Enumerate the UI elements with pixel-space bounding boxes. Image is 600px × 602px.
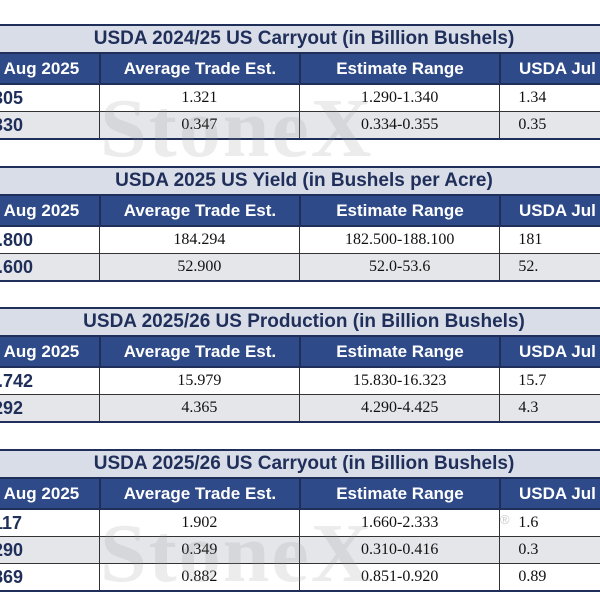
col-header: USDA Jul	[519, 201, 596, 220]
col-header: Estimate Range	[301, 196, 502, 225]
table-cell: .290	[0, 537, 100, 563]
table-row: .290 0.349 0.310-0.416 0.3	[0, 537, 600, 564]
table-row: .330 0.347 0.334-0.355 0.35	[0, 112, 600, 138]
table-cell: 4.3	[518, 399, 539, 416]
table-cell: 5.742	[0, 368, 100, 394]
col-header: Aug 2025	[0, 479, 101, 508]
col-header: Average Trade Est.	[101, 337, 301, 366]
table-row: .292 4.365 4.290-4.425 4.3	[0, 395, 600, 421]
table-cell: .869	[0, 564, 100, 590]
table-cell: .305	[0, 85, 100, 111]
table-cell: 1.902	[100, 510, 300, 536]
header-row: Aug 2025 Average Trade Est. Estimate Ran…	[0, 196, 600, 227]
col-header: Estimate Range	[301, 479, 502, 508]
col-header: Aug 2025	[0, 196, 101, 225]
table-cell: 0.334-0.355	[300, 112, 501, 138]
col-header: Aug 2025	[0, 337, 101, 366]
col-header: USDA Jul	[519, 484, 596, 503]
carryout-2024-25-table: USDA 2024/25 US Carryout (in Billion Bus…	[0, 24, 600, 140]
table-cell: 1.34	[518, 89, 547, 106]
table-cell: .292	[0, 395, 100, 421]
col-header: USDA Jul	[519, 342, 596, 361]
table-cell: 182.500-188.100	[300, 227, 501, 253]
table-cell: .330	[0, 112, 100, 138]
header-row: Aug 2025 Average Trade Est. Estimate Ran…	[0, 54, 600, 85]
col-header: Estimate Range	[301, 337, 502, 366]
col-header: Estimate Range	[301, 54, 502, 83]
col-header: USDA Jul	[519, 59, 596, 78]
production-2025-26-table: USDA 2025/26 US Production (in Billion B…	[0, 307, 600, 423]
table-cell: 4.365	[100, 395, 300, 421]
table-cell: 52.0-53.6	[300, 254, 501, 280]
col-header: Average Trade Est.	[101, 196, 301, 225]
table-cell: 15.830-16.323	[300, 368, 501, 394]
table-title: USDA 2025/26 US Carryout (in Billion Bus…	[0, 451, 600, 479]
table-cell: 3.600	[0, 254, 100, 280]
table-row: .869 0.882 0.851-0.920 0.89	[0, 564, 600, 590]
table-title: USDA 2024/25 US Carryout (in Billion Bus…	[0, 26, 600, 54]
table-cell: 0.347	[100, 112, 300, 138]
table-cell: 15.979	[100, 368, 300, 394]
table-cell: 0.3	[518, 541, 539, 558]
table-cell: 184.294	[100, 227, 300, 253]
table-cell: 181	[518, 231, 543, 248]
table-row: 8.800 184.294 182.500-188.100 181	[0, 227, 600, 254]
table-cell: 15.7	[518, 372, 547, 389]
table-cell: 0.310-0.416	[300, 537, 501, 563]
header-row: Aug 2025 Average Trade Est. Estimate Ran…	[0, 479, 600, 510]
carryout-2025-26-table: USDA 2025/26 US Carryout (in Billion Bus…	[0, 449, 600, 592]
table-cell: 0.851-0.920	[300, 564, 501, 590]
table-cell: 4.290-4.425	[300, 395, 501, 421]
table-row: 3.600 52.900 52.0-53.6 52.	[0, 254, 600, 280]
table-cell: 0.89	[518, 568, 547, 585]
table-cell: 1.321	[100, 85, 300, 111]
col-header: Aug 2025	[0, 54, 101, 83]
col-header: Average Trade Est.	[101, 479, 301, 508]
table-title: USDA 2025 US Yield (in Bushels per Acre)	[0, 168, 600, 196]
table-row: 5.742 15.979 15.830-16.323 15.7	[0, 368, 600, 395]
table-title: USDA 2025/26 US Production (in Billion B…	[0, 309, 600, 337]
table-cell: 1.290-1.340	[300, 85, 501, 111]
col-header: Average Trade Est.	[101, 54, 301, 83]
header-row: Aug 2025 Average Trade Est. Estimate Ran…	[0, 337, 600, 368]
table-row: .305 1.321 1.290-1.340 1.34	[0, 85, 600, 112]
table-cell: 52.900	[100, 254, 300, 280]
table-cell: 0.882	[100, 564, 300, 590]
yield-2025-table: USDA 2025 US Yield (in Bushels per Acre)…	[0, 166, 600, 282]
table-cell: .117	[0, 510, 100, 536]
table-cell: 0.349	[100, 537, 300, 563]
table-cell: 1.660-2.333	[300, 510, 501, 536]
table-cell: 8.800	[0, 227, 100, 253]
table-cell: 0.35	[518, 116, 547, 133]
table-row: .117 1.902 1.660-2.333 1.6	[0, 510, 600, 537]
table-cell: 1.6	[518, 514, 539, 531]
table-cell: 52.	[518, 258, 539, 275]
